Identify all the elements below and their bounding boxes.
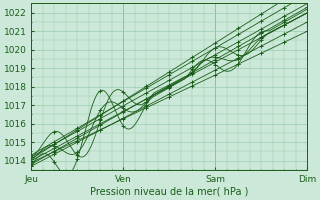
X-axis label: Pression niveau de la mer( hPa ): Pression niveau de la mer( hPa ) bbox=[90, 187, 249, 197]
